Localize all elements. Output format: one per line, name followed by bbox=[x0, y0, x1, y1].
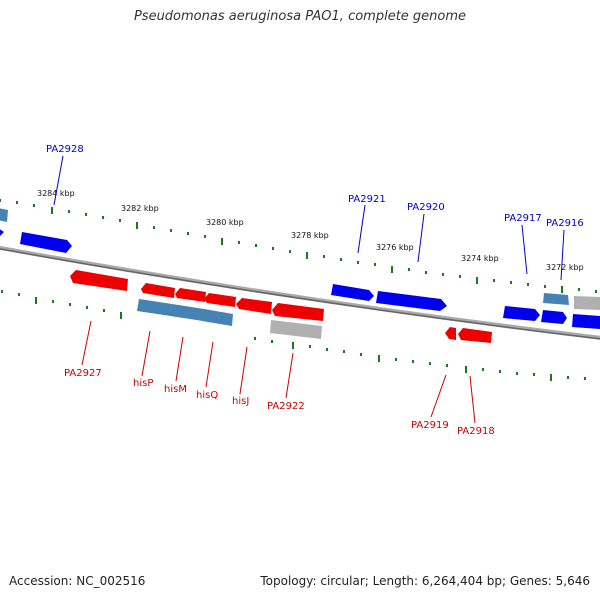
gene-arrow[interactable] bbox=[270, 320, 322, 339]
gene-arrow-pa2922[interactable] bbox=[272, 303, 324, 321]
map-title: Pseudomonas aeruginosa PAO1, complete ge… bbox=[133, 9, 467, 24]
gene-label-pa2921[interactable]: PA2921 bbox=[348, 194, 386, 205]
genome-backbone-shadow bbox=[0, 248, 600, 340]
forward-genes bbox=[0, 208, 600, 329]
gene-arrow-pa2921[interactable] bbox=[331, 284, 374, 301]
gene-arrow[interactable] bbox=[574, 296, 600, 310]
gene-arrow[interactable] bbox=[175, 288, 206, 302]
reverse-leaders bbox=[81, 320, 476, 424]
gene-arrow-pa2917[interactable] bbox=[503, 306, 540, 321]
gene-label-pa2917[interactable]: PA2917 bbox=[504, 213, 542, 224]
scale-label-3280: 3280 kbp bbox=[206, 218, 244, 227]
scale-label-3272: 3272 kbp bbox=[546, 263, 584, 272]
gene-arrow[interactable] bbox=[541, 310, 567, 324]
gene-label-pa2918[interactable]: PA2918 bbox=[457, 426, 495, 437]
gene-label-pa2927[interactable]: PA2927 bbox=[64, 368, 102, 379]
gene-arrow-pa2916[interactable] bbox=[543, 293, 569, 305]
gene-arrow-hisj[interactable] bbox=[236, 298, 272, 314]
gene-arrow-pa2920[interactable] bbox=[376, 291, 447, 311]
gene-label-pa2916[interactable]: PA2916 bbox=[546, 218, 584, 229]
gene-arrow[interactable] bbox=[572, 314, 600, 329]
gene-arrow-hisp[interactable] bbox=[137, 299, 172, 316]
genome-backbone bbox=[0, 245, 600, 340]
forward-leaders bbox=[53, 155, 565, 281]
gene-label-hism[interactable]: hisM bbox=[164, 384, 187, 395]
gene-arrow-pa2918[interactable] bbox=[458, 328, 492, 343]
gene-arrow[interactable] bbox=[141, 283, 175, 298]
reverse-genes bbox=[70, 270, 492, 343]
gene-arrow-pa2919[interactable] bbox=[445, 327, 456, 340]
gene-label-hisp[interactable]: hisP bbox=[133, 378, 153, 389]
upper-tick-ring bbox=[0, 199, 597, 293]
scale-label-3282: 3282 kbp bbox=[121, 204, 159, 213]
gene-arrow[interactable] bbox=[0, 228, 4, 238]
gene-arrow-pa2928[interactable] bbox=[20, 232, 72, 253]
gene-label-hisj[interactable]: hisJ bbox=[232, 396, 249, 407]
gene-arrow[interactable] bbox=[0, 208, 8, 222]
gene-arrow[interactable] bbox=[204, 293, 236, 307]
scale-label-3274: 3274 kbp bbox=[461, 254, 499, 263]
lower-tick-ring bbox=[1, 290, 586, 381]
gene-arrow-hisq[interactable] bbox=[202, 309, 233, 326]
gene-label-pa2919[interactable]: PA2919 bbox=[411, 420, 449, 431]
scale-label-3276: 3276 kbp bbox=[376, 243, 414, 252]
gene-label-pa2922[interactable]: PA2922 bbox=[267, 401, 305, 412]
gene-label-hisq[interactable]: hisQ bbox=[196, 390, 218, 401]
gene-arrow-pa2927[interactable] bbox=[70, 270, 128, 291]
topology-text: Topology: circular; Length: 6,264,404 bp… bbox=[260, 574, 590, 588]
gene-label-pa2928[interactable]: PA2928 bbox=[46, 144, 84, 155]
scale-label-3278: 3278 kbp bbox=[291, 231, 329, 240]
accession-text: Accession: NC_002516 bbox=[9, 574, 146, 588]
gene-label-pa2920[interactable]: PA2920 bbox=[407, 202, 445, 213]
gene-arrow-hism[interactable] bbox=[170, 304, 204, 321]
